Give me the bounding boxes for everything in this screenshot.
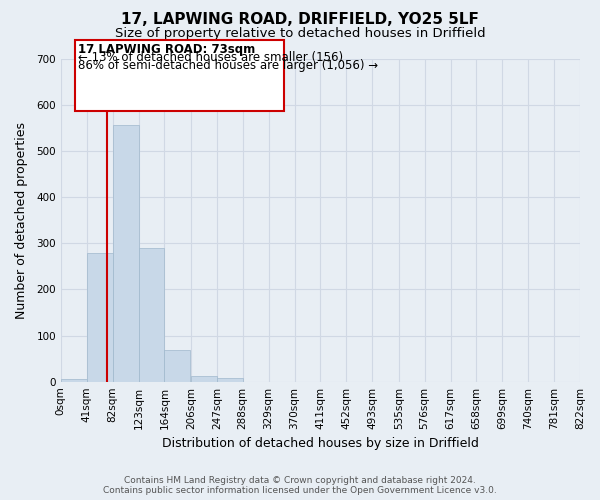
Y-axis label: Number of detached properties: Number of detached properties xyxy=(15,122,28,319)
Bar xyxy=(61,380,87,382)
Text: 86% of semi-detached houses are larger (1,056) →: 86% of semi-detached houses are larger (… xyxy=(79,59,379,72)
Text: Size of property relative to detached houses in Driffield: Size of property relative to detached ho… xyxy=(115,28,485,40)
Text: 17, LAPWING ROAD, DRIFFIELD, YO25 5LF: 17, LAPWING ROAD, DRIFFIELD, YO25 5LF xyxy=(121,12,479,28)
Bar xyxy=(113,125,139,382)
Text: 17 LAPWING ROAD: 73sqm: 17 LAPWING ROAD: 73sqm xyxy=(79,42,256,56)
Bar xyxy=(191,376,217,382)
Bar xyxy=(139,248,164,382)
Bar xyxy=(164,350,190,382)
Bar xyxy=(217,378,243,382)
Bar xyxy=(87,252,113,382)
X-axis label: Distribution of detached houses by size in Driffield: Distribution of detached houses by size … xyxy=(162,437,479,450)
Text: ← 13% of detached houses are smaller (156): ← 13% of detached houses are smaller (15… xyxy=(79,51,344,64)
Text: Contains HM Land Registry data © Crown copyright and database right 2024.
Contai: Contains HM Land Registry data © Crown c… xyxy=(103,476,497,495)
